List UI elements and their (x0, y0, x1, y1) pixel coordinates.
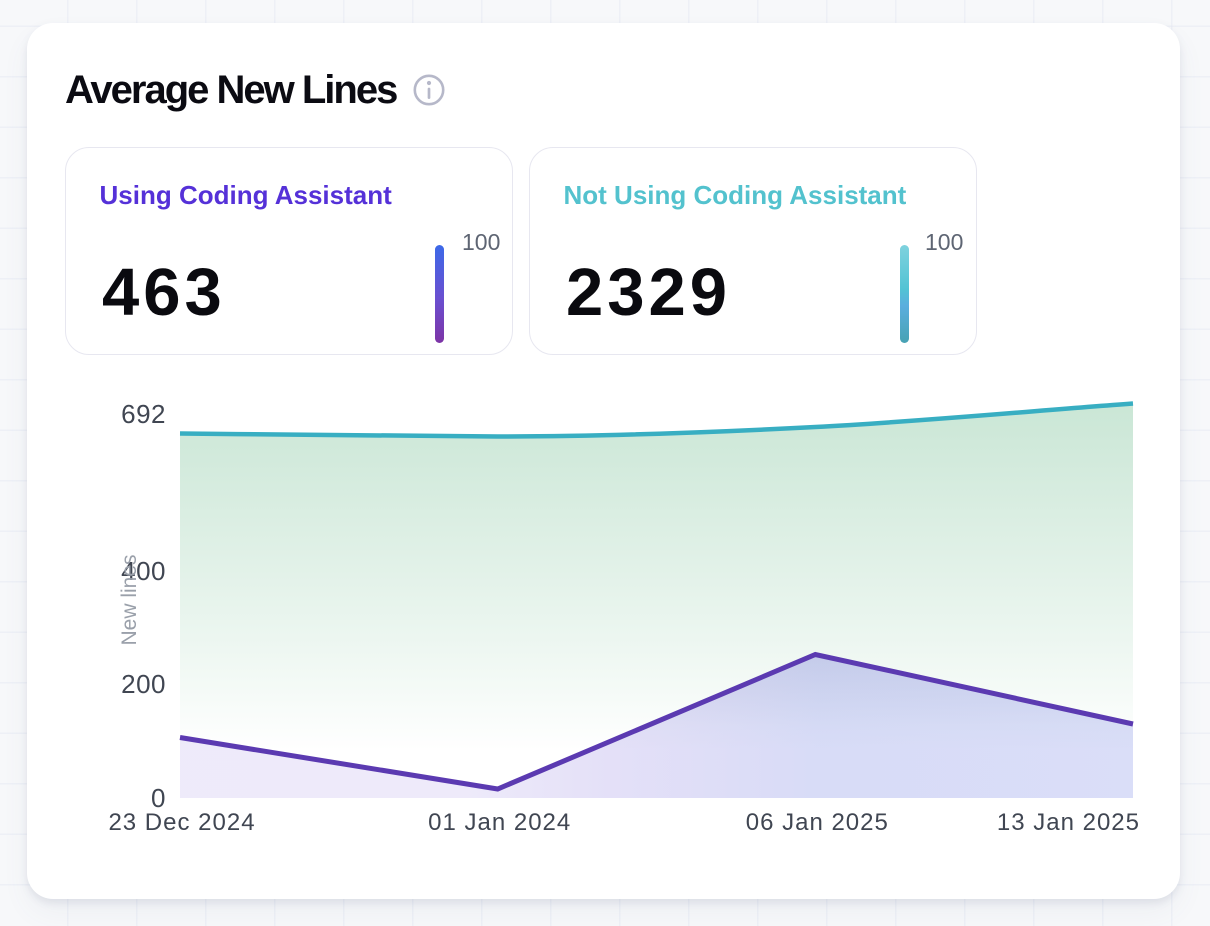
svg-text:New lines: New lines (118, 554, 141, 645)
svg-text:06 Jan 2025: 06 Jan 2025 (746, 809, 889, 836)
svg-text:01 Jan 2024: 01 Jan 2024 (428, 809, 571, 836)
svg-text:13 Jan 2025: 13 Jan 2025 (997, 809, 1140, 836)
svg-text:0: 0 (151, 783, 166, 813)
svg-text:400: 400 (121, 556, 166, 586)
svg-text:200: 200 (121, 669, 166, 699)
svg-text:23 Dec 2024: 23 Dec 2024 (108, 809, 255, 836)
svg-text:692: 692 (121, 399, 166, 429)
